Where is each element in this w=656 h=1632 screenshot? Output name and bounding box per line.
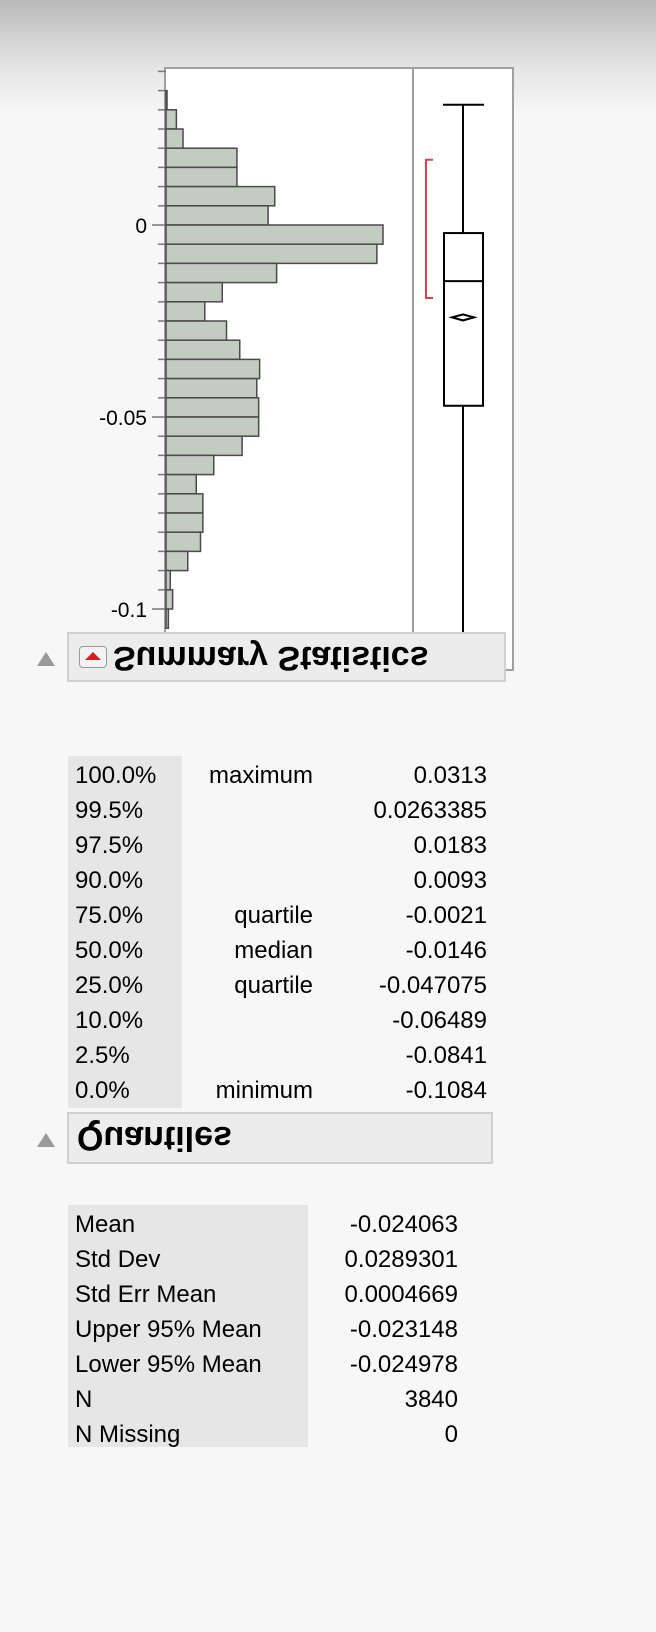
- red-triangle-menu-icon[interactable]: [79, 646, 107, 668]
- disclosure-triangle-icon[interactable]: [37, 652, 55, 666]
- histogram-bar: [165, 205, 269, 226]
- histogram-bar: [165, 473, 198, 495]
- summary-label: Upper 95% Mean: [75, 1316, 262, 1343]
- quantile-pct: 10.0%: [75, 1007, 144, 1034]
- histogram-bar: [165, 128, 184, 149]
- histogram-bar: [165, 243, 378, 265]
- quantile-value: 0.0183: [413, 832, 487, 859]
- quantile-pct: 100.0%: [75, 762, 157, 789]
- quantile-label: median: [234, 937, 313, 964]
- quantile-label: [183, 1003, 313, 1038]
- histogram-bar: [165, 109, 178, 130]
- histogram-bar: [165, 550, 189, 572]
- summary-label: N: [75, 1386, 93, 1413]
- quantile-value: 0.0093: [413, 867, 487, 894]
- summary-label: Lower 95% Mean: [75, 1351, 262, 1378]
- quantiles-header[interactable]: Quantiles: [67, 1112, 493, 1164]
- summary-label: Mean: [75, 1211, 136, 1238]
- summary-label-column: [68, 1205, 308, 1447]
- quantile-value: -0.0841: [405, 1042, 487, 1069]
- summary-value: -0.024063: [349, 1211, 458, 1238]
- quantile-label: [183, 793, 313, 828]
- quantile-label: quartile: [234, 972, 313, 999]
- quantile-label: [183, 828, 313, 863]
- histogram-bar: [165, 512, 204, 533]
- quantile-pct: 25.0%: [75, 972, 144, 999]
- y-tick-label: -0.1: [111, 599, 147, 622]
- histogram-bar: [165, 320, 228, 341]
- mean-diamond: [448, 313, 478, 322]
- summary-value: 0.0004669: [344, 1281, 458, 1308]
- histogram-bar: [165, 224, 384, 245]
- histogram-bar: [165, 147, 238, 169]
- histogram-bar: [165, 185, 276, 207]
- histogram-bar: [165, 89, 168, 111]
- quantile-value: -0.047075: [378, 972, 487, 999]
- quantile-value: 0.0263385: [373, 797, 487, 824]
- quantile-label: quartile: [234, 902, 313, 929]
- histogram-bar: [165, 569, 172, 591]
- summary-value: 0.0289301: [344, 1246, 458, 1273]
- quantile-value: -0.0021: [405, 902, 487, 929]
- summary-label: N Missing: [75, 1421, 181, 1448]
- histogram-bar: [165, 358, 261, 380]
- summary-value: 0: [444, 1421, 458, 1448]
- quantile-pct: 50.0%: [75, 937, 144, 964]
- disclosure-triangle-icon[interactable]: [37, 1133, 55, 1147]
- quantile-label: [183, 863, 313, 898]
- histogram-bar: [165, 589, 174, 610]
- quantiles-title: Quantiles: [77, 1119, 232, 1157]
- summary-value: 3840: [404, 1386, 458, 1413]
- quantile-pct: 2.5%: [75, 1042, 130, 1069]
- quantile-label: maximum: [208, 762, 313, 789]
- quantile-pct: 99.5%: [75, 797, 144, 824]
- histogram-bar: [165, 166, 238, 188]
- distribution-chart: 0 -0.05 -0.1: [99, 67, 514, 671]
- summary-label: Std Dev: [75, 1246, 161, 1273]
- histogram-bar: [165, 531, 202, 553]
- summary-value: -0.023148: [349, 1316, 458, 1343]
- summary-statistics-title: Summary Statistics: [113, 639, 429, 677]
- summary-statistics-header[interactable]: Summary Statistics: [67, 632, 506, 682]
- histogram-bar: [165, 397, 260, 418]
- quantile-pct: 0.0%: [75, 1077, 130, 1104]
- histogram-bar: [165, 416, 260, 437]
- quantile-value: -0.1084: [405, 1077, 487, 1104]
- histogram-bar: [165, 435, 243, 457]
- quantile-pct: 97.5%: [75, 832, 144, 859]
- quantile-label: minimum: [215, 1077, 313, 1104]
- histogram-bar: [165, 608, 170, 629]
- y-tick-label: -0.05: [99, 407, 147, 430]
- quantile-label-column: [68, 756, 182, 1108]
- summary-label: Std Err Mean: [75, 1281, 217, 1308]
- histogram-bar: [165, 377, 258, 399]
- quantile-value: -0.0146: [405, 937, 487, 964]
- quantile-pct: 75.0%: [75, 902, 144, 929]
- quantile-value: -0.06489: [392, 1007, 487, 1034]
- quantile-label: [183, 1038, 313, 1073]
- histogram-bar: [165, 339, 241, 361]
- histogram-bar: [165, 262, 278, 284]
- quantile-value: 0.0313: [413, 762, 487, 789]
- quantile-pct: 90.0%: [75, 867, 144, 894]
- histogram-bar: [165, 281, 224, 303]
- histogram-bar: [165, 301, 206, 322]
- histogram-bar: [165, 454, 215, 476]
- y-tick-label: 0: [135, 215, 147, 238]
- summary-value: -0.024978: [349, 1351, 458, 1378]
- histogram-bar: [165, 493, 204, 514]
- shortest-half-bracket: [425, 158, 433, 299]
